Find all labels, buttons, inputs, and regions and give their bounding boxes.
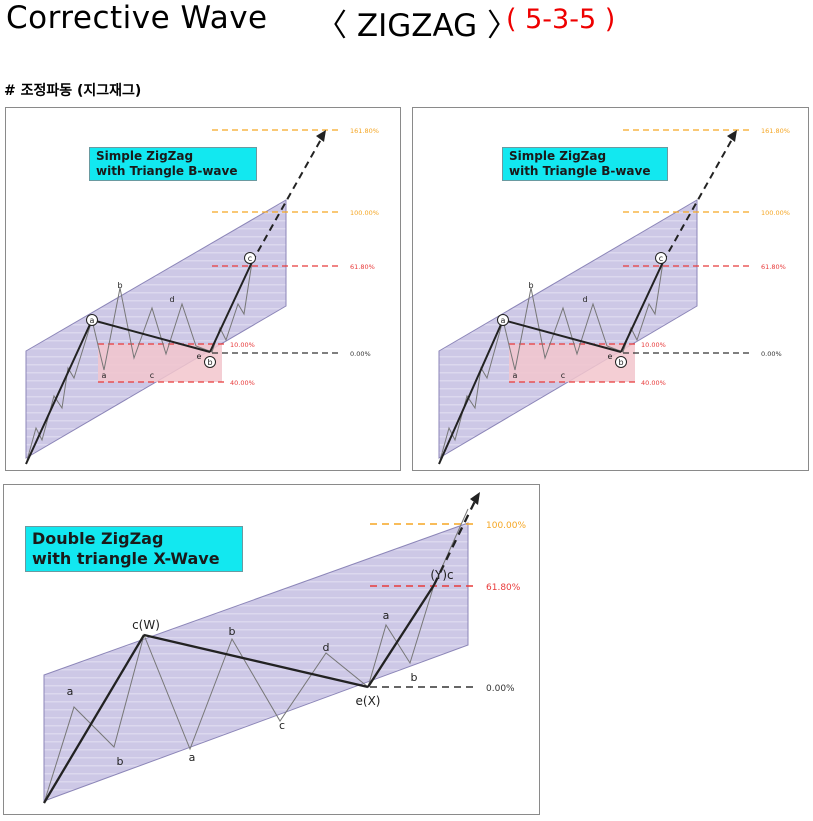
wave-label-b2: b xyxy=(229,625,236,638)
wave-label-a1: a xyxy=(67,685,74,698)
zigzag-diagram-2: a b c b a c d e 161.80% 100.00% 61.80% 1… xyxy=(438,127,790,465)
marker-a-label: a xyxy=(501,316,506,325)
projection-line xyxy=(432,498,478,586)
diagram-panel-simple-1: a b c b a c d e 161.80% 100.00% 61.80% 1… xyxy=(5,107,401,471)
price-path xyxy=(43,508,469,804)
level-618: 61.80% xyxy=(350,263,375,271)
marker-a-label: a xyxy=(90,316,95,325)
wave-y-line xyxy=(367,584,435,688)
level-100: 100.00% xyxy=(761,209,790,217)
wave-b-line xyxy=(502,319,622,353)
wave-w-line xyxy=(43,634,145,804)
marker-a xyxy=(86,314,98,326)
subwave-a: a xyxy=(513,371,518,380)
pattern-name: 〈 ZIGZAG 〉 xyxy=(316,8,519,44)
label-line-2: with Triangle B-wave xyxy=(96,164,238,178)
wave-label-c2: c xyxy=(279,719,285,732)
level-618: 61.80% xyxy=(486,583,521,593)
wave-a-line xyxy=(438,319,504,465)
wave-label-b3: b xyxy=(411,671,418,684)
level-0: 0.00% xyxy=(761,350,782,358)
level-40: 40.00% xyxy=(641,379,666,387)
level-100: 100.00% xyxy=(486,521,526,531)
diagram-label-box: Simple ZigZag with Triangle B-wave xyxy=(502,147,668,181)
level-10: 10.00% xyxy=(641,341,666,349)
label-line-2: with triangle X-Wave xyxy=(32,549,220,568)
wave-c-line xyxy=(209,261,253,353)
level-100: 100.00% xyxy=(350,209,379,217)
diagram-label-box: Double ZigZag with triangle X-Wave xyxy=(25,526,243,572)
subwave-e: e xyxy=(197,352,202,361)
label-line-1: Double ZigZag xyxy=(32,529,164,548)
wave-x-line xyxy=(143,633,369,689)
wave-label-cw: c(W) xyxy=(132,618,160,632)
marker-c xyxy=(655,252,667,264)
marker-a xyxy=(497,314,509,326)
subwave-a: a xyxy=(102,371,107,380)
wave-ratio: ( 5-3-5 ) xyxy=(506,4,616,35)
marker-c xyxy=(244,252,256,264)
projection-arrow-icon xyxy=(316,130,326,142)
subwave-c: c xyxy=(561,371,565,380)
marker-b-label: b xyxy=(207,358,212,367)
projection-line xyxy=(251,133,325,263)
level-0: 0.00% xyxy=(486,684,515,694)
wave-b-line xyxy=(91,319,211,353)
label-line-1: Simple ZigZag xyxy=(509,149,607,163)
projection-arrow-icon xyxy=(727,130,737,142)
price-path xyxy=(25,261,253,465)
level-618: 61.80% xyxy=(761,263,786,271)
wave-label-yc: (Y)c xyxy=(430,568,453,582)
section-subtitle: # 조정파동 (지그재그) xyxy=(4,83,142,99)
wave-label-ex: e(X) xyxy=(356,694,381,708)
diagram-label-box: Simple ZigZag with Triangle B-wave xyxy=(89,147,257,181)
label-line-2: with Triangle B-wave xyxy=(509,164,651,178)
level-0: 0.00% xyxy=(350,350,371,358)
projection-arrow-icon xyxy=(470,492,480,505)
marker-b xyxy=(204,356,216,368)
label-line-1: Simple ZigZag xyxy=(96,149,194,163)
wave-label-d2: d xyxy=(323,641,330,654)
wave-a-line xyxy=(25,319,93,465)
trend-channel xyxy=(25,199,287,459)
subwave-e: e xyxy=(608,352,613,361)
level-161: 161.80% xyxy=(761,127,790,135)
projection-line xyxy=(662,133,736,263)
level-161: 161.80% xyxy=(350,127,379,135)
marker-c-label: c xyxy=(659,254,663,263)
marker-b-label: b xyxy=(618,358,623,367)
wave-label-b1: b xyxy=(117,755,124,768)
diagram-panel-double: c(W) a b b a c d e(X) a b (Y)c 100.00% 6… xyxy=(3,484,540,815)
subwave-d: d xyxy=(582,295,587,304)
marker-b xyxy=(615,356,627,368)
marker-c-label: c xyxy=(248,254,252,263)
subwave-d: d xyxy=(169,295,174,304)
level-10: 10.00% xyxy=(230,341,255,349)
level-40: 40.00% xyxy=(230,379,255,387)
subwave-c: c xyxy=(150,371,154,380)
zigzag-diagram-1: a b c b a c d e 161.80% 100.00% 61.80% 1… xyxy=(25,127,379,465)
diagram-panel-simple-2: a b c b a c d e 161.80% 100.00% 61.80% 1… xyxy=(412,107,809,471)
trend-channel xyxy=(438,199,698,459)
subwave-b: b xyxy=(117,281,122,290)
wave-label-a2: a xyxy=(189,751,196,764)
wave-label-a3: a xyxy=(383,609,390,622)
wave-c-line xyxy=(620,261,664,353)
double-zigzag-diagram: c(W) a b b a c d e(X) a b (Y)c 100.00% 6… xyxy=(43,492,526,804)
page-title: Corrective Wave xyxy=(6,0,268,36)
subwave-b: b xyxy=(528,281,533,290)
price-path xyxy=(438,261,664,465)
